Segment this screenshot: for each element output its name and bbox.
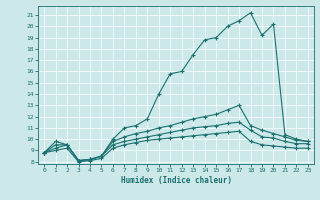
X-axis label: Humidex (Indice chaleur): Humidex (Indice chaleur) [121, 176, 231, 185]
